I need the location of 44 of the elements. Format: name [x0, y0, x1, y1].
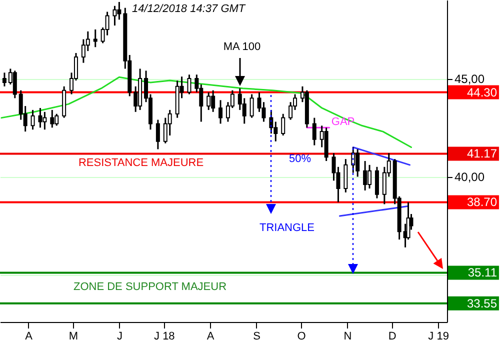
candlestick — [281, 113, 286, 136]
ref-line-label: 33.55 — [466, 296, 498, 310]
x-tick-label: M — [68, 330, 78, 342]
x-tick-label: J — [116, 330, 122, 342]
x-tick-label: S — [253, 330, 260, 342]
annotation: TRIANGLE — [259, 222, 315, 234]
x-tick-label: N — [344, 330, 352, 342]
candlestick — [374, 166, 379, 200]
x-tick-label: O — [297, 330, 306, 342]
candlestick — [2, 72, 6, 88]
annotation: GAP — [331, 116, 355, 128]
x-tick-label: A — [25, 330, 34, 342]
candlestick — [218, 99, 223, 124]
candlestick — [187, 74, 192, 95]
annotation: RESISTANCE MAJEURE — [78, 157, 204, 169]
line-series — [0, 76, 412, 148]
candlestick — [206, 92, 211, 111]
x-tick-label: A — [206, 330, 215, 342]
candlestick — [156, 119, 160, 150]
annotation: MA 100 — [223, 41, 261, 53]
annotation: ZONE DE SUPPORT MAJEUR — [73, 281, 227, 293]
y-tick-label: 45,00 — [454, 72, 485, 86]
ref-line-label: 41.17 — [466, 146, 498, 161]
candlestick — [93, 28, 98, 48]
annotation: 14/12/2018 14:37 GMT — [132, 3, 246, 15]
candlestick — [242, 97, 246, 124]
candlestick — [312, 117, 316, 146]
candlestick — [112, 5, 117, 26]
x-tick-label: J 18 — [154, 330, 175, 342]
y-tick-label: 40,00 — [454, 170, 485, 184]
x-tick-label: D — [388, 330, 396, 342]
candlestick — [363, 160, 368, 192]
candlestick — [30, 109, 35, 130]
ref-line-label: 38.70 — [466, 195, 498, 210]
candlestick — [288, 101, 293, 121]
ref-line-label: 35.11 — [468, 266, 498, 280]
candlestick — [12, 70, 17, 99]
candlestick — [38, 107, 42, 128]
candlestick — [344, 158, 348, 194]
candlestick — [50, 109, 54, 128]
candlestick — [250, 93, 254, 119]
ref-line-label: 44.30 — [466, 85, 498, 100]
annotation: 50% — [288, 153, 312, 165]
x-tick-label: J 19 — [428, 330, 449, 342]
